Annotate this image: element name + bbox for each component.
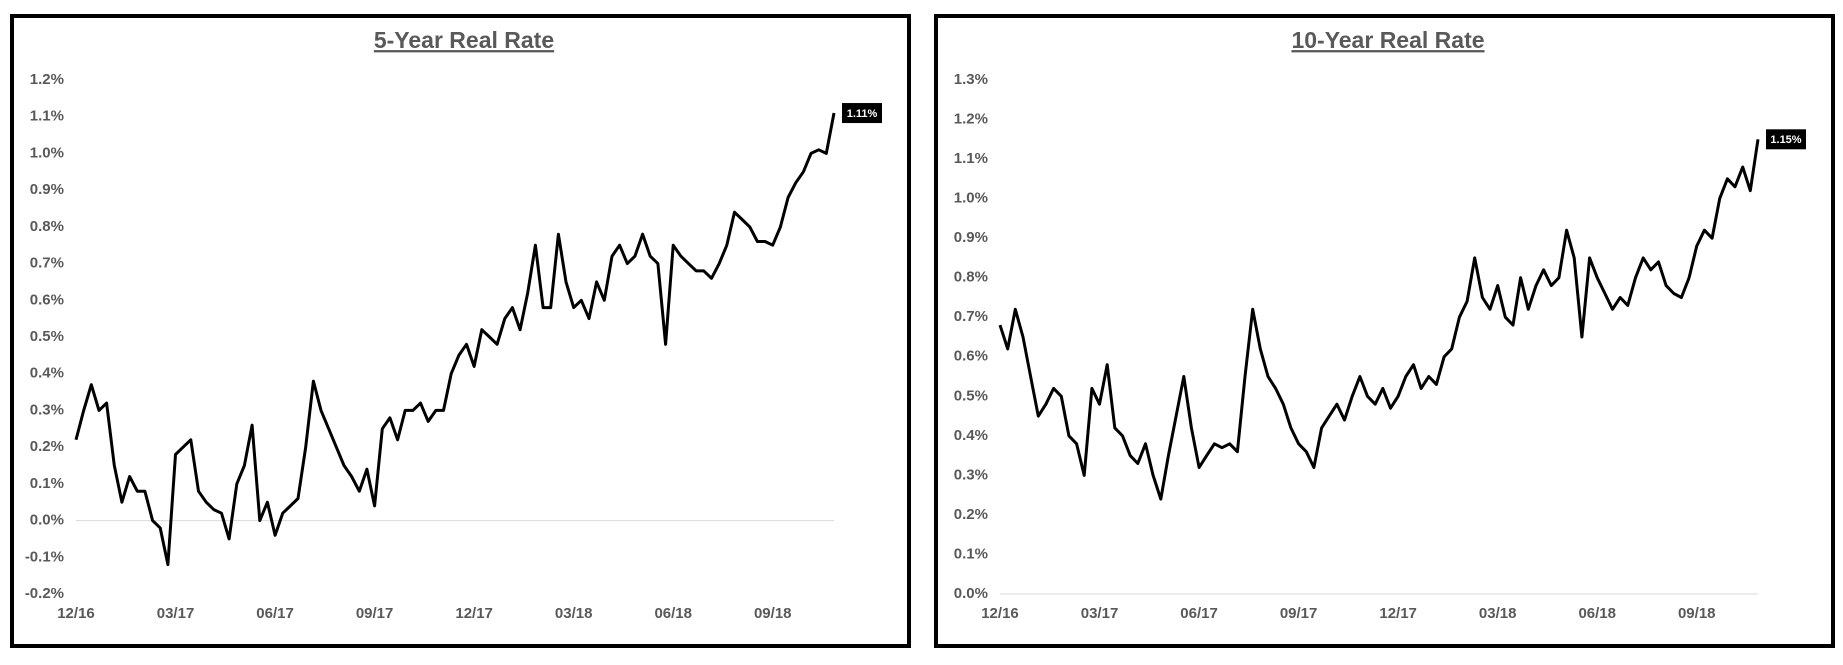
x-tick-label: 09/17	[1280, 605, 1318, 622]
y-tick-label: 0.0%	[30, 512, 64, 529]
chart: 10-Year Real Rate 0.0% 0.1% 0.2% 0.3% 0.4% 0.…	[954, 27, 1806, 622]
y-tick-label: 0.5%	[954, 387, 988, 404]
y-tick-label: 1.2%	[954, 111, 988, 128]
y-tick-label: 0.1%	[30, 475, 64, 492]
y-tick-label: 0.1%	[954, 545, 988, 562]
x-tick-label: 09/18	[1678, 605, 1716, 622]
chart-panel: 5-Year Real Rate -0.2% -0.1% 0.0% 0.1% 0.2% 0…	[10, 14, 911, 648]
x-tick-label: 12/16	[981, 605, 1019, 622]
data-label-box	[1766, 129, 1806, 150]
y-tick-label: 0.7%	[954, 308, 988, 325]
x-tick-label: 03/17	[1081, 605, 1119, 622]
y-tick-label: 1.3%	[954, 71, 988, 88]
y-tick-label: 0.0%	[954, 585, 988, 602]
y-tick-label: 1.2%	[30, 71, 64, 88]
y-tick-label: 1.0%	[954, 190, 988, 207]
chart: 5-Year Real Rate -0.2% -0.1% 0.0% 0.1% 0.2% 0…	[25, 27, 882, 622]
x-tick-label: 03/18	[1479, 605, 1517, 622]
line-series	[998, 139, 1760, 501]
y-tick-label: 0.3%	[954, 466, 988, 483]
y-tick-label: -0.1%	[25, 548, 64, 565]
y-tick-label: 0.7%	[30, 255, 64, 272]
y-tick-label: -0.2%	[25, 585, 64, 602]
chart-panel: 10-Year Real Rate 0.0% 0.1% 0.2% 0.3% 0.4% 0.…	[934, 14, 1835, 648]
x-tick-label: 03/18	[555, 605, 593, 622]
x-tick-label: 06/18	[1578, 605, 1616, 622]
y-tick-label: 1.1%	[954, 150, 988, 167]
y-tick-label: 0.4%	[954, 427, 988, 444]
y-tick-label: 0.2%	[954, 506, 988, 523]
y-tick-label: 0.2%	[30, 438, 64, 455]
y-tick-label: 0.4%	[30, 365, 64, 382]
line-series	[74, 112, 836, 567]
chart-title: 5-Year Real Rate	[374, 27, 554, 53]
data-label: 1.15%	[1770, 134, 1801, 146]
x-tick-label: 12/17	[1379, 605, 1417, 622]
y-tick-label: 0.6%	[954, 348, 988, 365]
chart-title: 10-Year Real Rate	[1291, 27, 1484, 53]
x-tick-label: 06/17	[256, 605, 294, 622]
y-tick-label: 0.9%	[954, 229, 988, 246]
x-tick-label: 09/17	[356, 605, 394, 622]
y-tick-label: 0.8%	[954, 269, 988, 286]
data-label-box	[842, 103, 882, 124]
x-tick-label: 03/17	[157, 605, 195, 622]
y-tick-label: 1.1%	[30, 108, 64, 125]
data-label: 1.11%	[847, 108, 878, 120]
x-tick-label: 12/16	[57, 605, 95, 622]
y-tick-label: 0.6%	[30, 291, 64, 308]
y-tick-label: 0.5%	[30, 328, 64, 345]
x-tick-label: 09/18	[754, 605, 792, 622]
x-tick-label: 06/17	[1180, 605, 1218, 622]
x-tick-label: 12/17	[455, 605, 493, 622]
y-tick-label: 0.8%	[30, 218, 64, 235]
y-tick-label: 1.0%	[30, 144, 64, 161]
x-tick-label: 06/18	[654, 605, 692, 622]
y-tick-label: 0.3%	[30, 401, 64, 418]
y-tick-label: 0.9%	[30, 181, 64, 198]
